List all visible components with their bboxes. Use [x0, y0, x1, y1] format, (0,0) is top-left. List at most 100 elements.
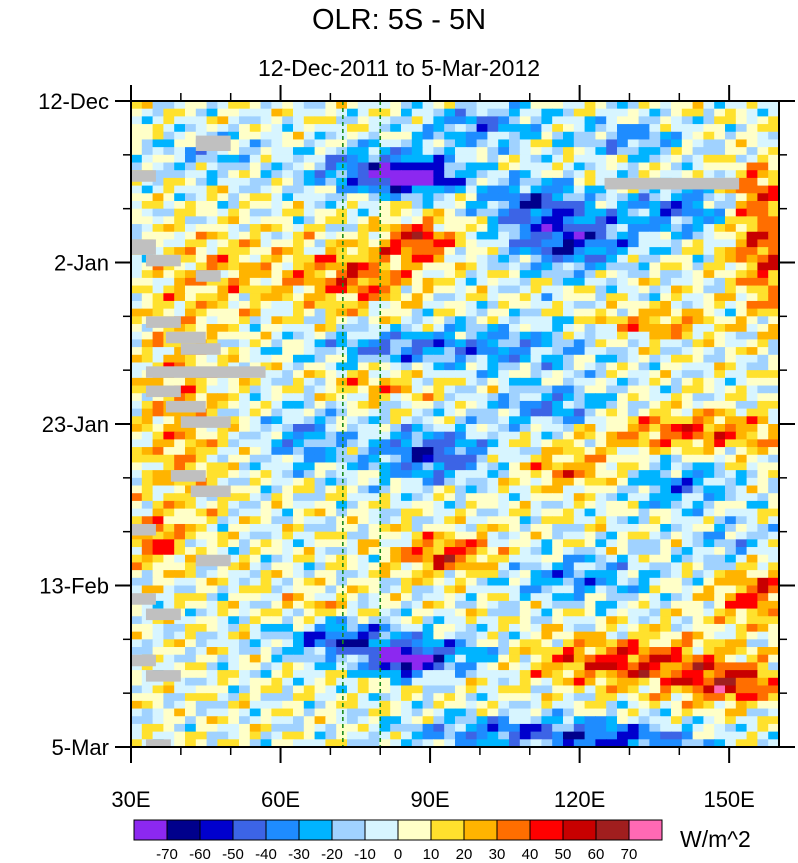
- heatmap-cell: [282, 485, 294, 494]
- heatmap-cell: [757, 531, 769, 540]
- heatmap-cell: [174, 531, 186, 540]
- heatmap-cell: [638, 585, 650, 594]
- heatmap-cell: [714, 608, 726, 617]
- heatmap-cell: [314, 662, 326, 671]
- heatmap-cell: [303, 247, 316, 256]
- heatmap-cell: [239, 377, 251, 387]
- heatmap-cell: [390, 447, 402, 456]
- heatmap-cell: [433, 562, 445, 571]
- heatmap-cell: [336, 670, 348, 679]
- heatmap-cell: [411, 700, 424, 710]
- heatmap-cell: [757, 693, 769, 702]
- heatmap-cell: [357, 570, 370, 579]
- heatmap-cell: [282, 393, 294, 402]
- heatmap-cell: [465, 477, 478, 487]
- heatmap-cell: [422, 362, 434, 371]
- heatmap-cell: [282, 308, 294, 317]
- heatmap-cell: [541, 662, 553, 671]
- heatmap-cell: [725, 193, 737, 202]
- heatmap-cell: [401, 247, 413, 256]
- heatmap-cell: [314, 477, 326, 487]
- heatmap-cell: [768, 554, 779, 564]
- heatmap-cell: [703, 254, 715, 264]
- heatmap-cell: [487, 254, 499, 264]
- heatmap-cell: [660, 470, 672, 479]
- heatmap-cell: [595, 101, 607, 110]
- heatmap-cell: [725, 370, 737, 379]
- heatmap-cell: [465, 185, 478, 194]
- heatmap-cell: [411, 154, 424, 164]
- heatmap-cell: [617, 600, 629, 610]
- heatmap-cell: [552, 531, 564, 540]
- heatmap-cell: [411, 577, 424, 587]
- heatmap-cell: [368, 693, 380, 702]
- heatmap-cell: [195, 354, 208, 364]
- heatmap-cell: [714, 147, 726, 156]
- heatmap-cell: [627, 370, 640, 379]
- heatmap-cell: [487, 670, 499, 679]
- heatmap-cell: [357, 677, 370, 687]
- heatmap-cell: [725, 716, 737, 725]
- heatmap-cell: [573, 324, 586, 333]
- heatmap-cell: [401, 493, 413, 502]
- heatmap-cell: [660, 400, 672, 410]
- heatmap-cell: [541, 347, 553, 356]
- heatmap-cell: [768, 547, 779, 556]
- heatmap-cell: [703, 700, 715, 710]
- heatmap-cell: [552, 216, 564, 225]
- heatmap-cell: [249, 508, 262, 517]
- heatmap-cell: [725, 723, 737, 733]
- heatmap-cell: [476, 324, 488, 333]
- heatmap-cell: [131, 616, 143, 625]
- heatmap-cell: [595, 654, 607, 663]
- heatmap-cell: [152, 224, 164, 233]
- heatmap-cell: [379, 677, 391, 687]
- heatmap-cell: [249, 616, 262, 625]
- heatmap-cell: [714, 339, 726, 348]
- heatmap-cell: [174, 700, 186, 710]
- heatmap-cell: [530, 708, 542, 717]
- heatmap-cell: [455, 662, 467, 671]
- heatmap-cell: [757, 308, 769, 317]
- heatmap-cell: [163, 224, 175, 233]
- heatmap-cell: [455, 416, 467, 425]
- heatmap-cell: [746, 424, 758, 433]
- heatmap-cell: [217, 239, 229, 248]
- heatmap-cell: [228, 139, 240, 148]
- heatmap-cell: [433, 116, 445, 125]
- heatmap-cell: [595, 516, 607, 525]
- heatmap-cell: [735, 447, 748, 456]
- heatmap-cell: [282, 347, 294, 356]
- heatmap-cell: [347, 285, 359, 294]
- heatmap-cell: [541, 216, 553, 225]
- heatmap-cell: [671, 716, 683, 725]
- heatmap-cell: [433, 108, 445, 117]
- heatmap-cell: [314, 700, 326, 710]
- heatmap-cell: [206, 623, 218, 633]
- heatmap-cell: [152, 331, 164, 340]
- heatmap-cell: [725, 647, 737, 656]
- heatmap-cell: [401, 231, 413, 241]
- heatmap-cell: [411, 162, 424, 171]
- heatmap-cell: [768, 193, 779, 202]
- heatmap-cell: [627, 577, 640, 587]
- heatmap-cell: [595, 462, 607, 471]
- heatmap-cell: [195, 200, 208, 210]
- heatmap-cell: [163, 693, 175, 702]
- heatmap-cell: [671, 331, 683, 340]
- heatmap-cell: [152, 554, 164, 564]
- heatmap-cell: [368, 131, 380, 141]
- heatmap-cell: [455, 131, 467, 141]
- heatmap-cell: [660, 147, 672, 156]
- heatmap-cell: [595, 177, 607, 187]
- heatmap-cell: [476, 508, 488, 517]
- heatmap-cell: [293, 224, 305, 233]
- heatmap-cell: [617, 700, 629, 710]
- heatmap-cell: [271, 608, 283, 617]
- heatmap-cell: [336, 623, 348, 633]
- heatmap-cell: [498, 662, 510, 671]
- heatmap-cell: [357, 462, 370, 471]
- heatmap-cell: [357, 316, 370, 325]
- heatmap-cell: [347, 454, 359, 464]
- heatmap-cell: [206, 239, 218, 248]
